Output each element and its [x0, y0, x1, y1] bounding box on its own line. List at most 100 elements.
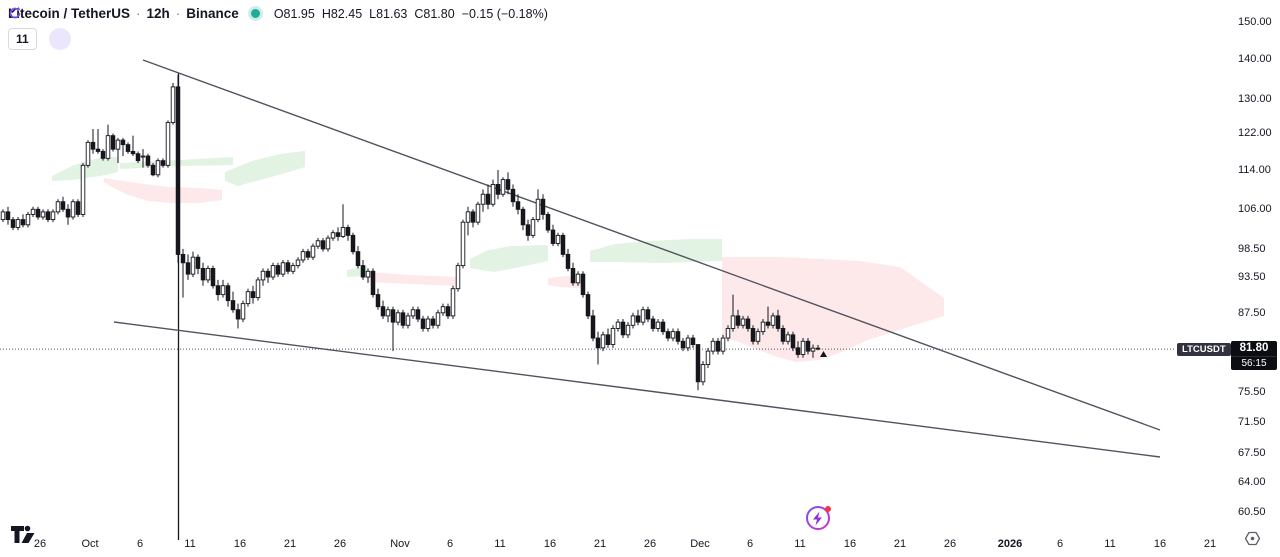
title-separator: ·: [136, 6, 141, 21]
candle-body: [365, 270, 371, 278]
candle-body: [660, 321, 666, 333]
candle-body: [305, 251, 311, 258]
candle-body: [700, 364, 706, 383]
indicator-count: 11: [16, 32, 29, 46]
candle-body: [260, 270, 266, 281]
candle-body: [665, 331, 671, 339]
candle-body: [5, 211, 11, 221]
candle-body: [15, 219, 21, 228]
refresh-button[interactable]: [9, 6, 71, 50]
candle-body: [620, 321, 626, 336]
candle-body: [480, 193, 486, 205]
close-value: 81.80: [423, 6, 455, 21]
price-axis-label: 93.50: [1238, 271, 1266, 284]
candle-body: [385, 309, 391, 317]
candle-body: [535, 198, 541, 221]
candle-body: [285, 262, 291, 272]
bar-countdown: 56:15: [1231, 356, 1277, 370]
interval-label[interactable]: 12h: [146, 6, 170, 21]
candle-body: [70, 201, 76, 218]
candle-body: [615, 321, 621, 329]
lower-descending-trendline[interactable]: [113, 321, 1161, 458]
candle-body: [575, 273, 581, 284]
flash-events-button[interactable]: [803, 502, 834, 533]
candle-body: [740, 318, 746, 326]
time-axis-label: 16: [843, 538, 857, 550]
candle-body: [600, 334, 606, 349]
candle-body: [420, 318, 426, 329]
upper-descending-trendline[interactable]: [142, 59, 1161, 431]
candle-body: [745, 318, 751, 329]
price-axis[interactable]: 150.00 140.00 130.00 122.00 114.00 106.00 98.5…: [1231, 0, 1280, 530]
timezone-button[interactable]: [1243, 529, 1262, 548]
time-axis[interactable]: 26 Oct 6 11 16 21 26 Nov 6 11 16 21 26 Dec 6 11 16 21 26 20…: [0, 536, 1280, 557]
candle-body: [65, 208, 71, 218]
candle-body: [400, 312, 406, 326]
time-axis-label: 6: [446, 538, 454, 550]
time-axis-label: 16: [233, 538, 247, 550]
time-axis-label: 16: [543, 538, 557, 550]
candle-body: [485, 193, 491, 205]
chevron-down-icon: [9, 8, 16, 13]
candle-body: [690, 337, 696, 346]
time-axis-label: Dec: [690, 538, 710, 550]
candle-body: [120, 139, 126, 146]
close-label: C: [414, 6, 424, 21]
time-axis-label: Nov: [390, 538, 410, 550]
symbol-title[interactable]: Litecoin / TetherUS: [8, 6, 131, 21]
time-axis-label: 21: [1203, 538, 1217, 550]
candle-body: [370, 270, 376, 296]
candle-body: [315, 240, 321, 247]
candle-body: [555, 234, 561, 244]
candle-body: [180, 253, 186, 264]
candle-body: [40, 211, 46, 218]
candle-body: [270, 265, 276, 278]
candle-body: [810, 347, 816, 352]
candle-body: [455, 265, 461, 290]
candle-body: [490, 183, 496, 205]
candle-body: [165, 122, 171, 166]
candle-body: [95, 148, 101, 152]
ichimoku-cloud-green: [470, 245, 548, 272]
candle-body: [335, 232, 341, 237]
candle-body: [235, 309, 241, 320]
candle-body: [190, 256, 196, 275]
candle-body: [395, 312, 401, 323]
candle-body: [800, 340, 806, 355]
low-value: 81.63: [376, 6, 408, 21]
candle-body: [25, 213, 31, 226]
candle-body: [35, 208, 41, 218]
candle-body: [30, 208, 36, 215]
candle-body: [605, 334, 611, 346]
candle-body: [115, 139, 121, 150]
candle-body: [60, 201, 66, 210]
candle-body: [580, 273, 586, 296]
candle-body: [725, 327, 731, 339]
candle-body: [360, 265, 366, 278]
ohlc-readout: O81.95 H82.45 L81.63 C81.80 −0.15 (−0.18…: [274, 7, 548, 21]
candle-body: [760, 321, 766, 333]
candle-body: [685, 337, 691, 349]
candle-body: [110, 135, 116, 150]
candle-body: [240, 303, 246, 320]
candle-body: [750, 327, 756, 342]
candle-body: [50, 211, 56, 221]
candle-body: [300, 251, 306, 261]
time-axis-label: 26: [333, 538, 347, 550]
tradingview-logo[interactable]: [10, 525, 40, 545]
candle-body: [245, 291, 251, 305]
candle-body: [320, 240, 326, 250]
candle-body: [630, 315, 636, 326]
object-tree-collapse-button[interactable]: 11: [8, 8, 37, 50]
candle-body: [530, 219, 536, 236]
last-price-value: 81.80: [1239, 342, 1269, 354]
market-status-icon[interactable]: [250, 9, 260, 18]
candle-body: [635, 315, 641, 323]
notification-dot: [825, 506, 831, 512]
candle-body: [415, 309, 421, 320]
candle-body: [230, 300, 236, 311]
exchange-label[interactable]: Binance: [186, 6, 239, 21]
ichimoku-cloud-pink: [368, 272, 458, 286]
price-axis-label: 140.00: [1238, 53, 1272, 66]
